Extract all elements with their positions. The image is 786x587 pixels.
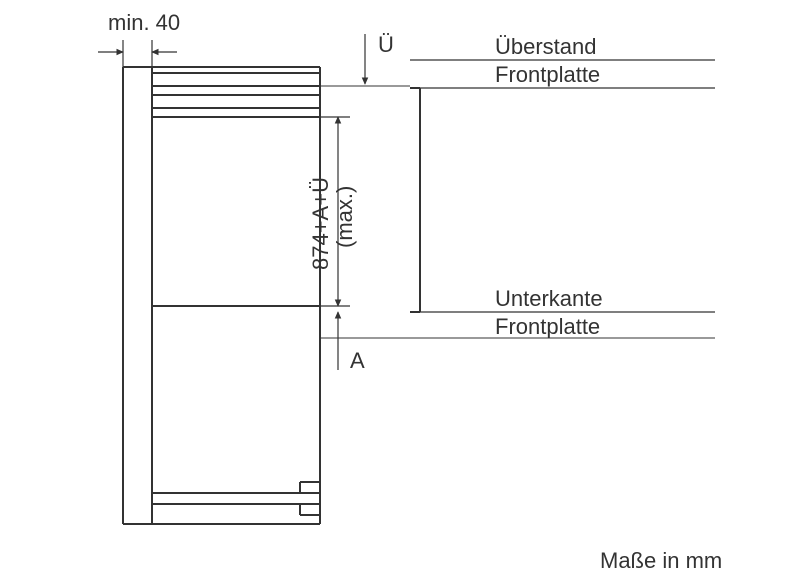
label-units: Maße in mm (600, 548, 722, 574)
label-ueberstand: Überstand (495, 34, 597, 60)
label-max-note: (max.) (332, 186, 358, 248)
label-a-symbol: A (350, 348, 365, 374)
label-frontplatte-top: Frontplatte (495, 62, 600, 88)
label-main-dim: 874+A+Ü (308, 177, 334, 270)
label-min40: min. 40 (108, 10, 180, 36)
label-u-symbol: Ü (378, 32, 394, 58)
label-unterkante: Unterkante (495, 286, 603, 312)
installation-diagram (0, 0, 786, 587)
label-frontplatte-bot: Frontplatte (495, 314, 600, 340)
